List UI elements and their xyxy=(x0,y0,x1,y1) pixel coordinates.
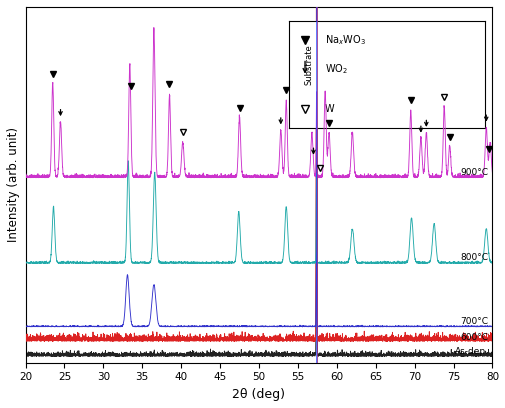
Text: 900°C: 900°C xyxy=(460,169,488,177)
Text: 700°C: 700°C xyxy=(460,317,488,326)
Text: As-dep.: As-dep. xyxy=(453,347,488,356)
Text: 800°C: 800°C xyxy=(460,253,488,262)
Y-axis label: Intensity (arb. unit): Intensity (arb. unit) xyxy=(7,127,20,242)
Text: Substrate: Substrate xyxy=(304,44,313,85)
Text: 600°C: 600°C xyxy=(460,333,488,342)
X-axis label: 2θ (deg): 2θ (deg) xyxy=(232,388,285,401)
